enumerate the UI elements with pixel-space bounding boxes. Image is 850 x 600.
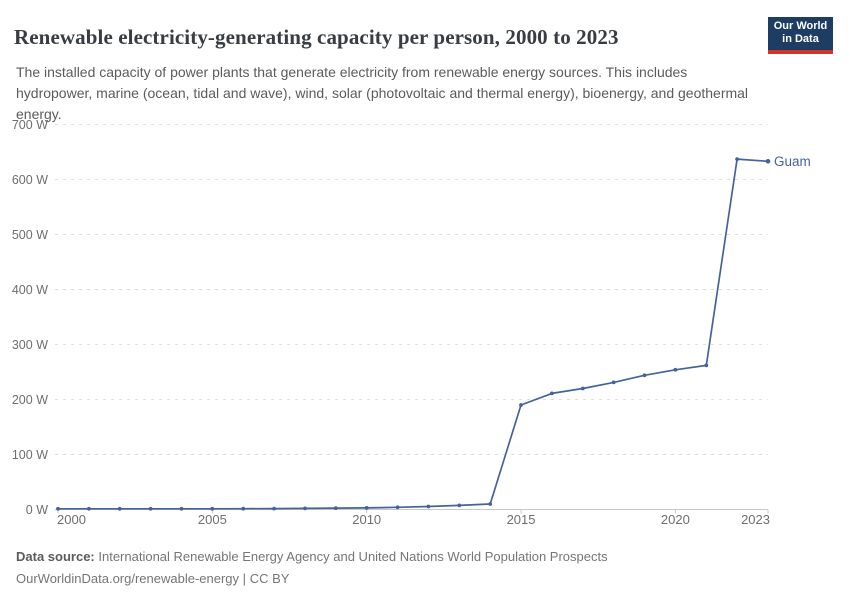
data-point [519, 403, 523, 407]
owid-logo[interactable]: Our World in Data [768, 17, 833, 54]
footer-url-link[interactable]: OurWorldinData.org/renewable-energy [16, 571, 240, 586]
data-point [673, 367, 678, 372]
data-point [87, 506, 91, 511]
data-point [333, 506, 338, 510]
data-point [395, 505, 400, 510]
x-axis-tick-label: 2000 [57, 512, 86, 527]
data-point [179, 506, 184, 511]
data-point [117, 506, 122, 511]
data-point [550, 391, 554, 396]
data-point [765, 159, 771, 164]
data-source-label: Data source: [16, 549, 95, 564]
data-point [426, 504, 431, 509]
data-point [580, 386, 585, 391]
series-end-label: Guam [774, 154, 811, 169]
data-point [56, 506, 60, 511]
x-axis-tick-label: 2015 [507, 512, 536, 527]
data-source-text: International Renewable Energy Agency an… [98, 549, 608, 564]
data-point [457, 503, 462, 508]
data-point [241, 506, 246, 511]
owid-logo-line1: Our World [773, 20, 828, 32]
y-axis-tick-label: 0 W [26, 503, 48, 517]
data-point [611, 380, 616, 385]
chart-title: Renewable electricity-generating capacit… [14, 25, 619, 50]
chart-footer: Data source: International Renewable Ene… [16, 546, 796, 590]
data-point [704, 363, 709, 368]
data-point [303, 506, 307, 511]
data-point [488, 502, 493, 506]
y-axis-tick-label: 400 W [12, 283, 48, 297]
owid-logo-line2: in Data [782, 33, 819, 45]
data-point [272, 506, 276, 511]
y-axis-tick-label: 500 W [12, 228, 48, 242]
y-axis-tick-label: 200 W [12, 393, 48, 407]
line-chart: 0 W 100 W 200 W 300 W 400 W 500 W 600 W 700 W 20… [12, 118, 811, 527]
license-line: OurWorldinData.org/renewable-energy | CC… [16, 568, 796, 590]
x-axis-tick-label: 2010 [352, 512, 381, 527]
data-source-line: Data source: International Renewable Ene… [16, 546, 796, 568]
series-line [58, 158, 769, 510]
chart-subtitle: The installed capacity of power plants t… [16, 64, 749, 122]
y-axis-tick-label: 700 W [12, 118, 48, 132]
x-axis-tick-label: 2023 [741, 512, 770, 527]
footer-separator: | [242, 571, 247, 586]
data-point [735, 157, 739, 161]
y-axis-tick-label: 600 W [12, 173, 48, 187]
x-axis-tick-label: 2020 [661, 512, 690, 527]
data-point [210, 506, 215, 511]
x-axis-tick-label: 2005 [198, 512, 227, 527]
data-point [642, 373, 647, 378]
footer-license: CC BY [249, 571, 290, 586]
y-axis-tick-label: 300 W [12, 338, 48, 352]
y-axis-tick-label: 100 W [12, 448, 48, 462]
data-point [364, 506, 369, 510]
data-point [148, 506, 153, 511]
